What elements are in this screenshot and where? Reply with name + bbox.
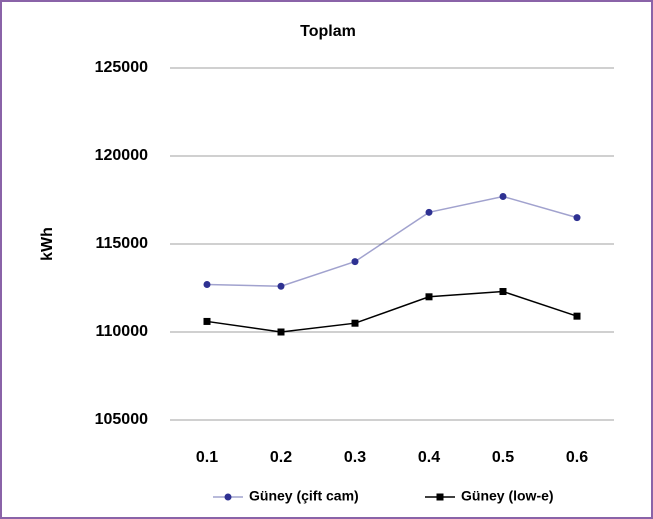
legend-label: Güney (low-e) xyxy=(461,488,554,504)
x-tick-label: 0.3 xyxy=(344,449,366,466)
marker xyxy=(351,258,359,266)
marker xyxy=(277,282,285,290)
x-tick-label: 0.6 xyxy=(566,449,588,466)
marker xyxy=(425,208,433,216)
y-axis-label: kWh xyxy=(39,227,56,261)
marker xyxy=(573,312,581,320)
marker xyxy=(499,192,507,200)
x-tick-label: 0.2 xyxy=(270,449,292,466)
y-tick-label: 125000 xyxy=(95,59,148,76)
marker xyxy=(425,293,433,301)
y-tick-label: 110000 xyxy=(95,323,148,340)
series-line xyxy=(206,290,578,333)
legend-marker xyxy=(224,493,232,501)
series-line xyxy=(206,195,578,287)
legend-marker xyxy=(436,493,444,501)
marker xyxy=(203,317,211,325)
y-tick-label: 115000 xyxy=(95,235,148,252)
x-tick-label: 0.5 xyxy=(492,449,514,466)
marker xyxy=(499,288,507,296)
legend-label: Güney (çift cam) xyxy=(249,488,359,504)
x-tick-label: 0.4 xyxy=(418,449,440,466)
marker xyxy=(351,319,359,327)
marker xyxy=(203,280,211,288)
y-tick-label: 105000 xyxy=(95,411,148,428)
y-tick-label: 120000 xyxy=(95,147,148,164)
chart-title: Toplam xyxy=(300,23,356,40)
x-tick-label: 0.1 xyxy=(196,449,218,466)
marker xyxy=(277,328,285,336)
marker xyxy=(573,214,581,222)
